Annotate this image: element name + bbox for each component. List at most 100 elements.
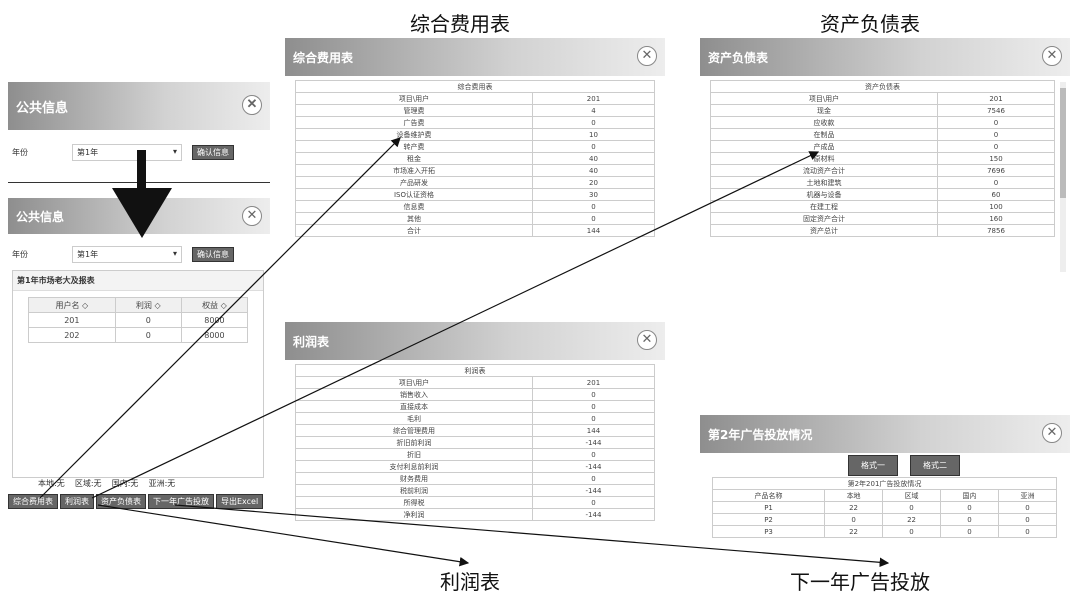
- col-header[interactable]: 权益 ◇: [180, 297, 249, 313]
- cell: 7546: [937, 104, 1055, 117]
- balance-panel: 资产负债表 ✕ 资产负债表 项目\用户 201 现金 7546 应收款 0 在制品 0 产成品 0…: [700, 38, 1070, 278]
- cell: P1: [711, 501, 826, 514]
- year-row-2: 年份 第1年 ▾ 确认信息: [12, 246, 262, 263]
- table-row: 销售收入 0: [295, 388, 656, 401]
- report-buttons: 综合费用表 利润表 资产负债表 下一年广告投放 导出Excel: [8, 494, 264, 509]
- cell: 固定资产合计: [709, 212, 939, 225]
- close-icon[interactable]: ✕: [1042, 46, 1062, 66]
- cell: 流动资产合计: [709, 164, 939, 177]
- close-icon[interactable]: ✕: [242, 95, 262, 115]
- confirm-button-2[interactable]: 确认信息: [192, 247, 234, 262]
- public-info-header-2: 公共信息 ✕: [8, 198, 270, 234]
- table-header-row: 产品名称 本地 区域 国内 亚洲: [711, 489, 1058, 502]
- table-row: P1 22 0 0 0: [711, 501, 1058, 514]
- public-info-panel-top: 公共信息 ✕ 年份 第1年 ▾ 确认信息: [8, 82, 270, 182]
- comprehensive-panel: 综合费用表 ✕ 综合费用表 项目\用户 201 管理费 4 广告费 0 设备维护费 10 转产费…: [285, 38, 665, 278]
- cell: 22: [882, 513, 942, 526]
- cell: 0: [997, 525, 1058, 538]
- close-icon[interactable]: ✕: [1042, 423, 1062, 443]
- market-box: 第1年市场老大及报表 用户名 ◇ 利润 ◇ 权益 ◇ 201 0 8000 202 0…: [12, 270, 264, 478]
- cell: 0: [114, 327, 182, 343]
- scrollbar-thumb[interactable]: [1060, 88, 1066, 198]
- balance-button[interactable]: 资产负债表: [96, 494, 146, 509]
- confirm-button[interactable]: 确认信息: [192, 145, 234, 160]
- cell: 在制品: [709, 128, 939, 141]
- cell: 产品研发: [295, 176, 533, 189]
- profit-panel: 利润表 ✕ 利润表 项目\用户 201 销售收入 0 直接成本 0 毛利 0 综合管理费用 144…: [285, 322, 665, 562]
- table-caption-row: 利润表: [295, 364, 655, 377]
- close-icon[interactable]: ✕: [242, 206, 262, 226]
- comprehensive-button[interactable]: 综合费用表: [8, 494, 58, 509]
- table-row: 综合管理费用 144: [295, 424, 656, 437]
- profit-table: 利润表 项目\用户 201 销售收入 0 直接成本 0 毛利 0 综合管理费用 144 折旧前利润 -…: [295, 364, 656, 521]
- cell: 0: [114, 312, 182, 328]
- table-row: 土地和建筑 0: [709, 176, 1055, 189]
- table-row: 202 0 8000: [28, 327, 249, 343]
- year-select-2[interactable]: 第1年 ▾: [72, 246, 182, 263]
- cell: 0: [531, 140, 656, 153]
- table-row: 201 0 8000: [28, 312, 249, 328]
- cell: 0: [997, 501, 1058, 514]
- year-select[interactable]: 第1年 ▾: [72, 144, 182, 161]
- col-header[interactable]: 用户名 ◇: [28, 297, 116, 313]
- cell: ISO认证资格: [295, 188, 533, 201]
- ad-title: 第2年广告投放情况: [708, 427, 813, 442]
- cell: 8000: [180, 327, 249, 343]
- table-row: 流动资产合计 7696: [709, 164, 1055, 177]
- cell: 0: [997, 513, 1058, 526]
- cell: 土地和建筑: [709, 176, 939, 189]
- cell: 0: [531, 400, 656, 413]
- col-header: 产品名称: [711, 489, 826, 502]
- cell: 40: [531, 164, 656, 177]
- cell: 0: [531, 388, 656, 401]
- cell: 财务费用: [295, 472, 533, 485]
- table-row: 合计 144: [295, 224, 656, 237]
- profit-title: 利润表: [293, 334, 330, 349]
- year-row: 年份 第1年 ▾ 确认信息: [12, 144, 262, 161]
- cell: 0: [940, 525, 999, 538]
- cell: 项目\用户: [295, 376, 533, 389]
- cell: 201: [531, 376, 656, 389]
- tab-format-2[interactable]: 格式二: [910, 455, 960, 476]
- cell: 10: [531, 128, 656, 141]
- cell: 0: [937, 140, 1055, 153]
- next-ad-button[interactable]: 下一年广告投放: [148, 494, 214, 509]
- cell: 产成品: [709, 140, 939, 153]
- table-row: 项目\用户 201: [295, 92, 656, 105]
- cell: 0: [937, 176, 1055, 189]
- cell: -144: [531, 484, 656, 497]
- close-icon[interactable]: ✕: [637, 46, 657, 66]
- cell: 资产总计: [709, 224, 939, 237]
- cell: 转产费: [295, 140, 533, 153]
- cell: 0: [940, 513, 999, 526]
- col-header[interactable]: 利润 ◇: [114, 297, 182, 313]
- public-info-title: 公共信息: [16, 100, 69, 116]
- cell: 0: [531, 116, 656, 129]
- table-row: 资产总计 7856: [709, 224, 1055, 237]
- table-row: 租金 40: [295, 152, 656, 165]
- profit-button[interactable]: 利润表: [60, 494, 94, 509]
- export-excel-button[interactable]: 导出Excel: [216, 494, 264, 509]
- table-header-row: 用户名 ◇ 利润 ◇ 权益 ◇: [28, 297, 249, 313]
- tab-format-1[interactable]: 格式一: [848, 455, 898, 476]
- scrollbar[interactable]: [1060, 82, 1066, 272]
- table-caption-row: 第2年201广告投放情况: [712, 477, 1057, 490]
- comprehensive-header: 综合费用表 ✕: [285, 38, 665, 76]
- table-caption: 资产负债表: [710, 80, 1055, 93]
- close-icon[interactable]: ✕: [637, 330, 657, 350]
- ad-header: 第2年广告投放情况 ✕: [700, 415, 1070, 453]
- cell: 原材料: [709, 152, 939, 165]
- balance-title: 资产负债表: [708, 50, 769, 65]
- table-row: 广告费 0: [295, 116, 656, 129]
- cell: 折旧: [295, 448, 533, 461]
- cell: 201: [531, 92, 656, 105]
- table-row: 净利润 -144: [295, 508, 656, 521]
- table-row: 在建工程 100: [709, 200, 1055, 213]
- table-row: 毛利 0: [295, 412, 656, 425]
- cell: 22: [824, 501, 884, 514]
- cell: P2: [711, 513, 826, 526]
- table-row: 现金 7546: [709, 104, 1055, 117]
- table-row: ISO认证资格 30: [295, 188, 656, 201]
- col-header: 本地: [824, 489, 884, 502]
- col-header: 亚洲: [997, 489, 1058, 502]
